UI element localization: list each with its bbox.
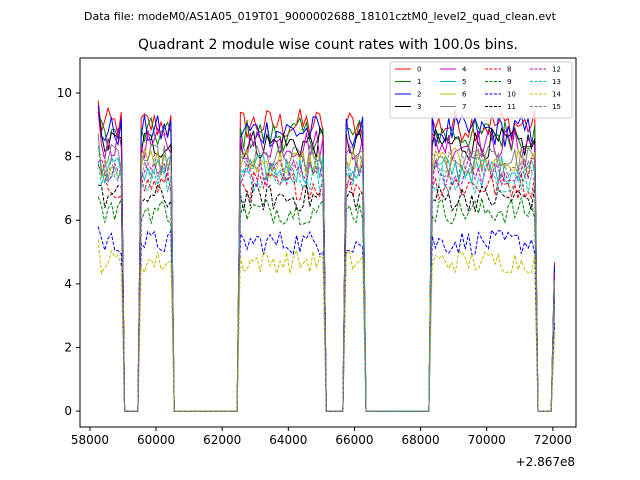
x-tick-label: 72000 <box>534 433 572 447</box>
legend-label-7: 7 <box>462 103 466 111</box>
legend-frame <box>389 61 573 119</box>
y-axis: 0 2 4 6 8 10 <box>57 86 80 418</box>
x-tick-label: 62000 <box>203 433 241 447</box>
x-axis: 58000 60000 62000 64000 66000 68000 70000 72000 <box>71 427 572 447</box>
y-tick-label: 10 <box>57 86 72 100</box>
figure-suptitle: Data file: modeM0/AS1A05_019T01_90000026… <box>84 10 557 23</box>
series-line-15 <box>97 150 555 412</box>
x-tick-label: 68000 <box>401 433 439 447</box>
legend-label-3: 3 <box>417 103 421 111</box>
legend-label-9: 9 <box>507 78 511 86</box>
legend-label-1: 1 <box>417 78 421 86</box>
x-tick-label: 66000 <box>335 433 373 447</box>
legend-label-6: 6 <box>462 91 467 99</box>
plot-lines <box>97 100 555 412</box>
plot-frame <box>79 57 577 428</box>
chart-title: Quadrant 2 module wise count rates with … <box>138 37 518 53</box>
y-tick-label: 8 <box>64 150 72 164</box>
legend-label-13: 13 <box>552 78 561 86</box>
legend-label-10: 10 <box>507 91 516 99</box>
legend-label-12: 12 <box>552 66 561 74</box>
legend-label-0: 0 <box>417 66 421 74</box>
legend-label-2: 2 <box>417 91 421 99</box>
legend-label-14: 14 <box>552 91 561 99</box>
series-line-13 <box>97 161 555 412</box>
y-tick-label: 6 <box>64 213 72 227</box>
x-offset-label: +2.867e8 <box>516 455 575 469</box>
y-tick-label: 2 <box>64 340 72 354</box>
legend-label-15: 15 <box>552 103 561 111</box>
legend-label-11: 11 <box>507 103 516 111</box>
x-tick-label: 60000 <box>137 433 175 447</box>
legend-label-8: 8 <box>507 66 511 74</box>
legend-label-4: 4 <box>462 66 467 74</box>
x-tick-label: 58000 <box>71 433 109 447</box>
legend-label-5: 5 <box>462 78 466 86</box>
y-tick-label: 0 <box>64 404 72 418</box>
x-tick-label: 70000 <box>468 433 506 447</box>
y-tick-label: 4 <box>64 277 72 291</box>
x-tick-label: 64000 <box>269 433 307 447</box>
